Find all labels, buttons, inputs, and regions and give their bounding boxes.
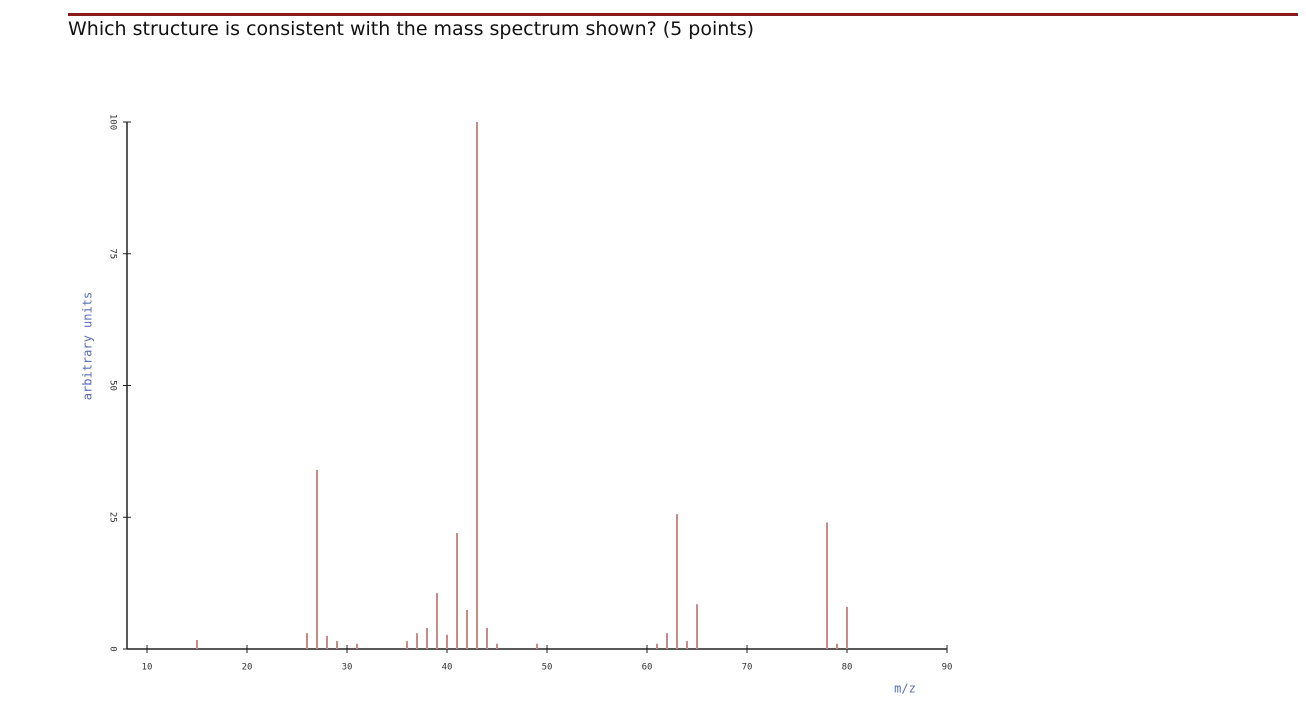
x-tick-label: 70 — [742, 663, 753, 673]
y-tick-label: 25 — [108, 512, 118, 523]
x-tick-label: 90 — [942, 663, 953, 673]
x-axis-label: m/z — [894, 682, 916, 696]
y-tick-label: 50 — [108, 380, 118, 391]
y-tick-label: 100 — [108, 114, 118, 130]
x-tick-label: 10 — [142, 663, 153, 673]
x-tick-label: 50 — [542, 663, 553, 673]
x-tick-label: 60 — [642, 663, 653, 673]
y-tick-label: 0 — [108, 646, 118, 651]
question: Which structure is consistent with the m… — [68, 18, 755, 40]
x-tick-label: 40 — [442, 663, 453, 673]
header-rule — [68, 13, 1298, 16]
x-tick-label: 30 — [342, 663, 353, 673]
x-tick-label: 80 — [842, 663, 853, 673]
x-tick-label: 20 — [242, 663, 253, 673]
y-axis-label: arbitrary units — [81, 292, 95, 400]
y-tick-label: 75 — [108, 248, 118, 259]
